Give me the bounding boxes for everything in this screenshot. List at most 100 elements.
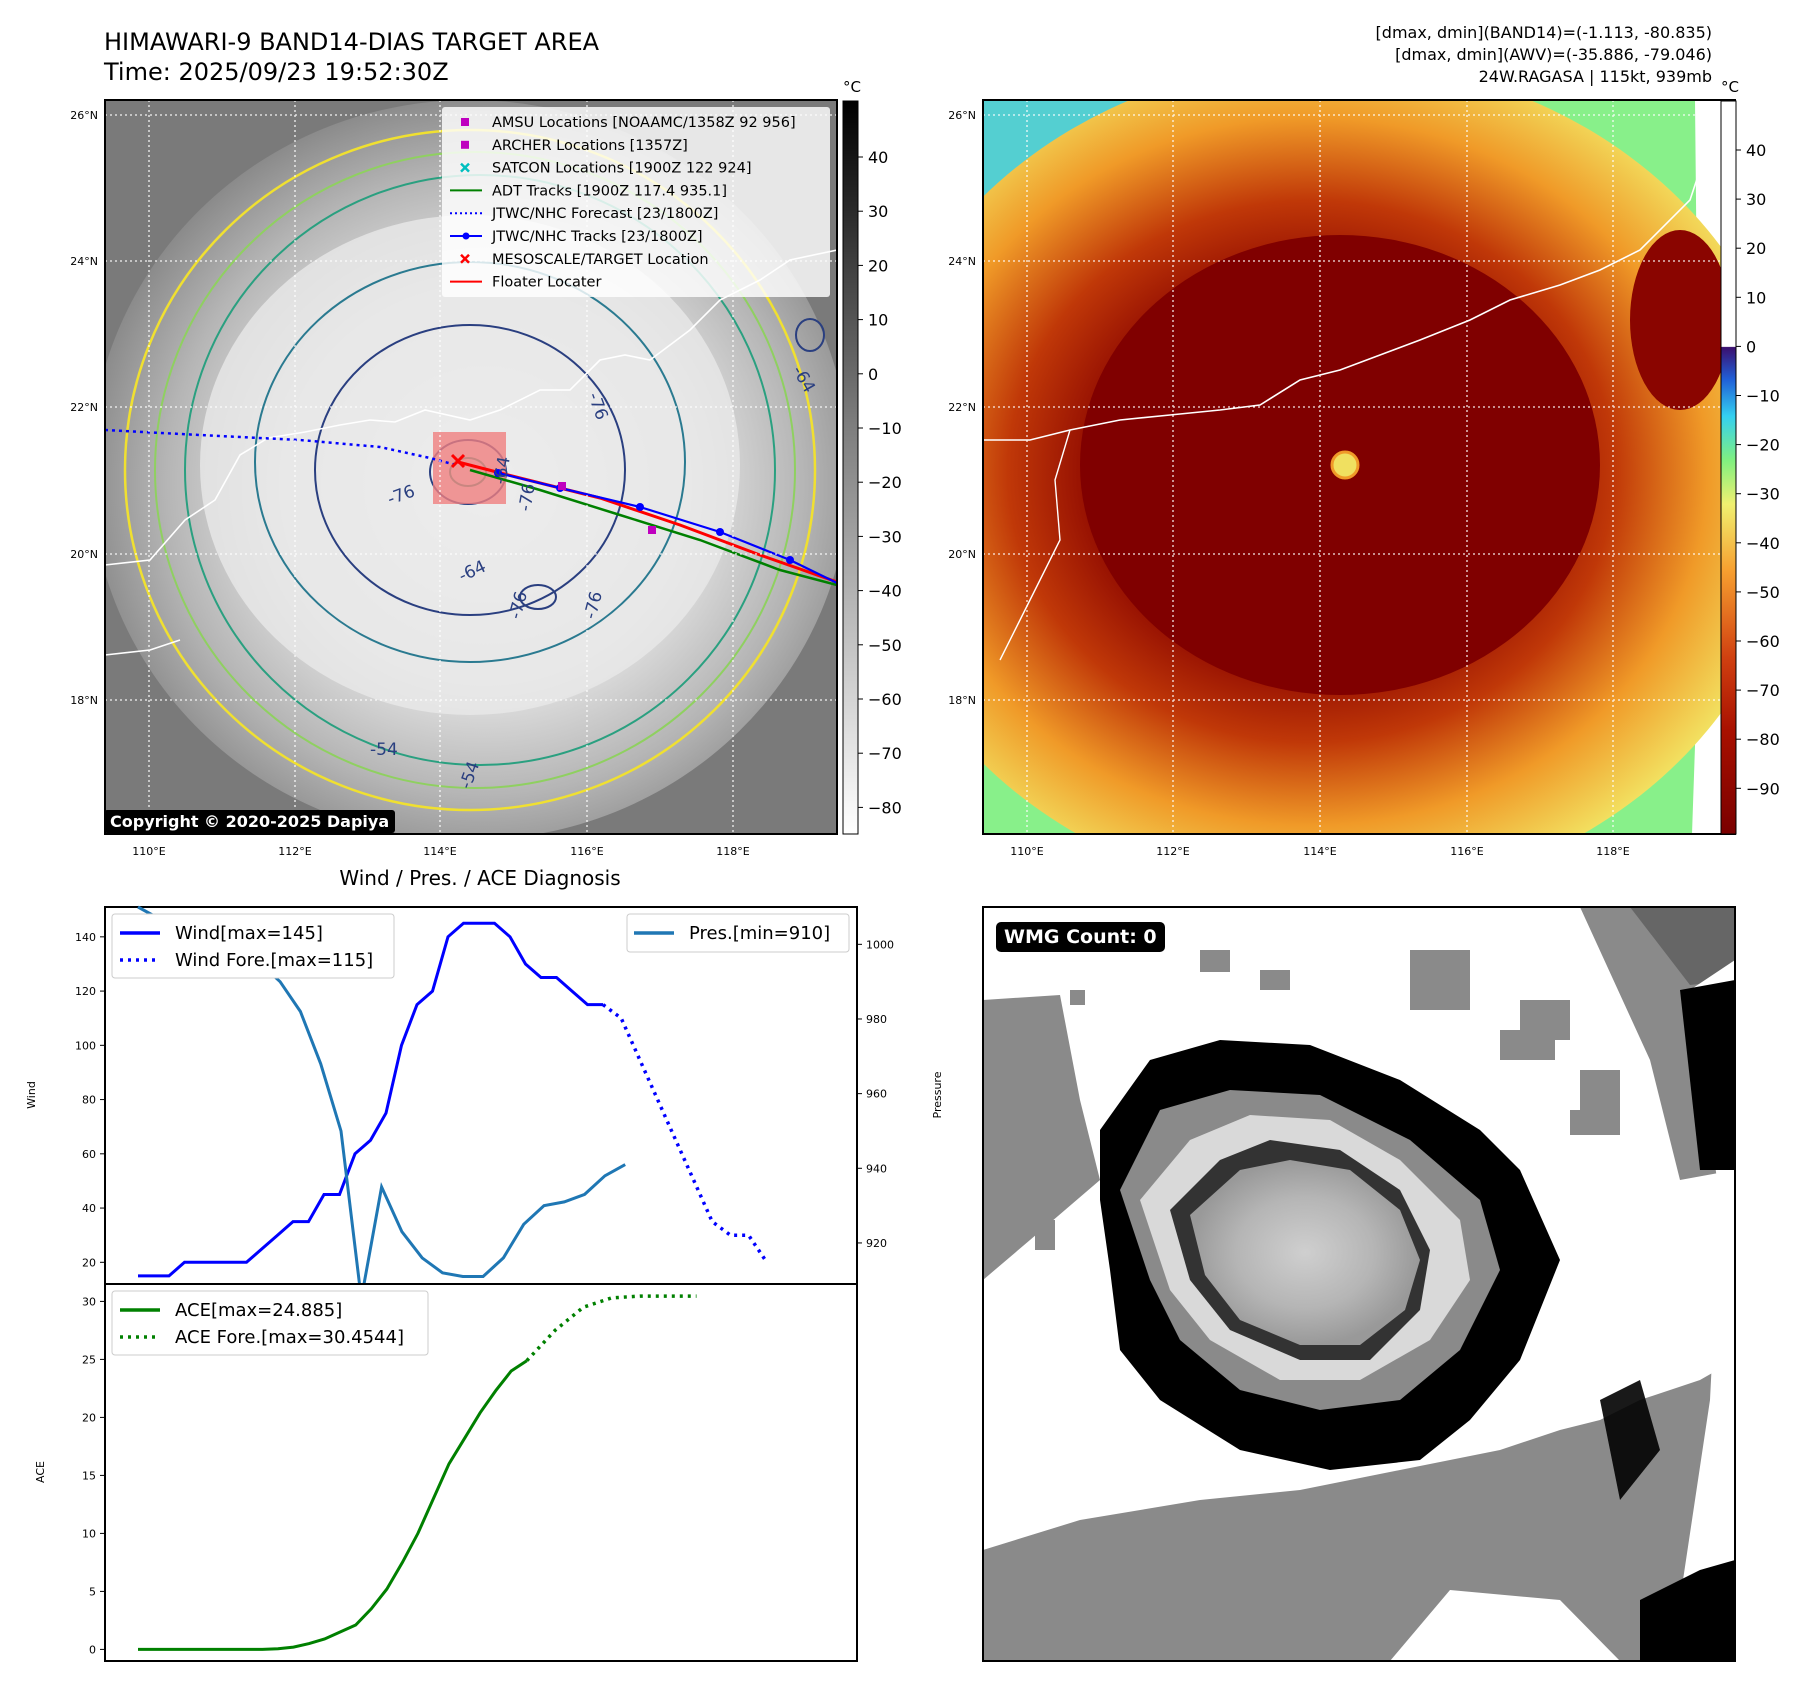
series-line	[138, 1359, 528, 1651]
ir-lon-tick: 118°E	[716, 845, 749, 858]
ir-colorbar-tick: −30	[868, 527, 902, 546]
awv-colorbar-tick: 30	[1746, 190, 1766, 209]
awv-lon-tick: 116°E	[1450, 845, 1483, 858]
awv-lon-tick: 110°E	[1010, 845, 1043, 858]
awv-colorbar-tick: −70	[1746, 681, 1780, 700]
legend-label: Floater Locater	[492, 275, 601, 291]
legend-label: AMSU Locations [NOAAMC/1358Z 92 956]	[492, 115, 796, 131]
info-band14: [dmax, dmin](BAND14)=(-1.113, -80.835)	[1376, 23, 1712, 42]
y-tick-label: 140	[75, 931, 96, 944]
ir-colorbar-tick: −50	[868, 636, 902, 655]
series-line	[601, 1003, 769, 1264]
ir-colorbar-tick: 30	[868, 202, 888, 221]
ir-colorbar-tick: 40	[868, 148, 888, 167]
awv-colorbar-tick: 40	[1746, 141, 1766, 160]
jtwc-forecast-track	[105, 428, 457, 467]
wind-ylabel: Wind	[25, 1081, 38, 1109]
pressure-ylabel: Pressure	[931, 1071, 944, 1118]
awv-lon-tick: 118°E	[1596, 845, 1629, 858]
y-tick-label: 30	[82, 1295, 96, 1308]
awv-map	[983, 100, 1735, 834]
wmg-map	[983, 907, 1735, 1661]
ir-colorbar-tick: −40	[868, 582, 902, 601]
ir-lat-tick: 22°N	[70, 401, 98, 414]
ir-colorbar-tick: −80	[868, 798, 902, 817]
awv-lat-tick: 18°N	[948, 694, 976, 707]
y-tick-label: 5	[89, 1585, 96, 1598]
legend-label: ACE Fore.[max=30.4544]	[175, 1327, 404, 1348]
awv-lat-tick: 22°N	[948, 401, 976, 414]
y-tick-label: 25	[82, 1353, 96, 1366]
adt-track	[469, 468, 837, 587]
legend-marker	[460, 253, 470, 264]
ir-lat-tick: 20°N	[70, 548, 98, 561]
y-tick-label: 80	[82, 1094, 96, 1107]
contour-label: -64	[490, 455, 515, 486]
awv-colorbar-tick: −80	[1746, 730, 1780, 749]
contour-label: -54	[370, 740, 398, 760]
ir-lon-tick: 114°E	[423, 845, 456, 858]
awv-lon-tick: 112°E	[1156, 845, 1189, 858]
ir-colorbar-tick: 20	[868, 256, 888, 275]
legend-label: Wind Fore.[max=115]	[175, 950, 373, 971]
awv-lat-tick: 24°N	[948, 255, 976, 268]
ir-colorbar	[842, 100, 859, 835]
awv-lat-tick: 26°N	[948, 109, 976, 122]
legend-label: Wind[max=145]	[175, 923, 323, 944]
jtwc-obs-track	[497, 471, 837, 584]
info-awv: [dmax, dmin](AWV)=(-35.886, -79.046)	[1395, 45, 1712, 64]
y2-tick-label: 920	[866, 1237, 887, 1250]
series-line	[525, 1294, 697, 1362]
legend-label: JTWC/NHC Tracks [23/1800Z]	[491, 229, 703, 245]
ir-colorbar-tick: −60	[868, 690, 902, 709]
awv-colorbar-tick: −90	[1746, 779, 1780, 798]
y2-tick-label: 1000	[866, 938, 894, 951]
figure-title: HIMAWARI-9 BAND14-DIAS TARGET AREA	[104, 28, 600, 56]
y2-tick-label: 960	[866, 1088, 887, 1101]
ace-legend	[111, 1290, 429, 1356]
y-tick-label: 20	[82, 1256, 96, 1269]
series-line	[138, 921, 603, 1278]
legend-label: ARCHER Locations [1357Z]	[492, 138, 688, 154]
awv-colorbar	[1720, 100, 1737, 835]
ir-lat-tick: 26°N	[70, 109, 98, 122]
ir-lon-tick: 116°E	[570, 845, 603, 858]
legend-marker	[462, 232, 470, 240]
awv-colorbar-unit: °C	[1721, 78, 1739, 96]
ir-colorbar-tick: 0	[868, 365, 878, 384]
ir-colorbar-unit: °C	[843, 78, 861, 96]
legend-label: JTWC/NHC Forecast [23/1800Z]	[491, 206, 718, 222]
legend-label: ADT Tracks [1900Z 117.4 935.1]	[492, 183, 727, 199]
ir-colorbar-tick: 10	[868, 311, 888, 330]
copyright-label: Copyright © 2020-2025 Dapiya	[104, 810, 396, 833]
legend-marker	[461, 140, 469, 149]
ir-colorbar-tick: −20	[868, 473, 902, 492]
y-tick-label: 10	[82, 1527, 96, 1540]
ace-ylabel: ACE	[34, 1461, 47, 1483]
awv-colorbar-tick: −60	[1746, 632, 1780, 651]
ir-lon-tick: 110°E	[132, 845, 165, 858]
ir-colorbar-tick: −70	[868, 744, 902, 763]
awv-colorbar-tick: 0	[1746, 337, 1756, 356]
legend-label: MESOSCALE/TARGET Location	[492, 252, 709, 268]
map-legend: AMSU Locations [NOAAMC/1358Z 92 956] ARCH…	[442, 107, 830, 297]
awv-colorbar-tick: 10	[1746, 288, 1766, 307]
legend-marker	[461, 118, 469, 126]
awv-colorbar-tick: −50	[1746, 583, 1780, 602]
awv-colorbar-tick: −10	[1746, 387, 1780, 406]
awv-lat-tick: 20°N	[948, 548, 976, 561]
y-tick-label: 100	[75, 1039, 96, 1052]
ir-lat-tick: 24°N	[70, 255, 98, 268]
y-tick-label: 0	[89, 1643, 96, 1656]
y-tick-label: 120	[75, 985, 96, 998]
ir-lon-tick: 112°E	[278, 845, 311, 858]
awv-colorbar-tick: 20	[1746, 239, 1766, 258]
info-storm: 24W.RAGASA | 115kt, 939mb	[1479, 67, 1712, 86]
ir-lat-tick: 18°N	[70, 694, 98, 707]
awv-lon-tick: 114°E	[1303, 845, 1336, 858]
y-tick-label: 40	[82, 1202, 96, 1215]
y-tick-label: 15	[82, 1469, 96, 1482]
awv-colorbar-tick: −40	[1746, 534, 1780, 553]
y-tick-label: 60	[82, 1148, 96, 1161]
y2-tick-label: 980	[866, 1013, 887, 1026]
